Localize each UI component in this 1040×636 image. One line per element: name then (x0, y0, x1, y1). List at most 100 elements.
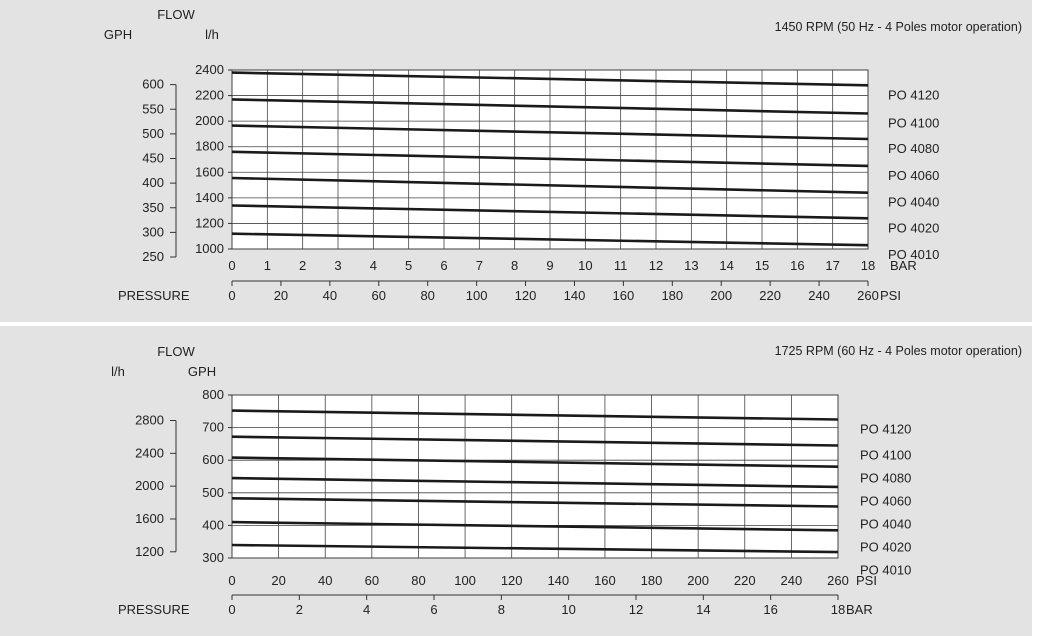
series-line-po-4010 (231, 543, 839, 554)
series-label: PO 4120 (860, 421, 911, 436)
x-secondary-tick-label: 12 (629, 602, 643, 617)
series-line-po-4080 (231, 456, 839, 468)
plot-axis-tick-label: 800 (202, 387, 224, 402)
left-axis-tick-label: 350 (142, 200, 164, 215)
flow-label: FLOW (157, 7, 195, 22)
series-label: PO 4120 (888, 87, 939, 102)
x-primary-tick-label: 1 (264, 258, 271, 273)
x-primary-tick-label: 180 (641, 573, 663, 588)
x-primary-tick-label: 0 (228, 258, 235, 273)
series-label: PO 4010 (888, 247, 939, 262)
x-secondary-tick-label: 220 (759, 288, 781, 303)
x-primary-tick-label: 8 (511, 258, 518, 273)
series-label: PO 4020 (860, 540, 911, 555)
plot-axis-tick-label: 400 (202, 517, 224, 532)
x-secondary-unit: BAR (846, 602, 873, 617)
plot-axis-tick-label: 600 (202, 452, 224, 467)
plot-axis-tick-label: 2400 (195, 62, 224, 77)
x-primary-tick-label: 9 (546, 258, 553, 273)
x-primary-tick-label: 10 (578, 258, 592, 273)
series-line-po-4100 (231, 435, 839, 447)
series-label: PO 4080 (860, 471, 911, 486)
x-primary-tick-label: 120 (501, 573, 523, 588)
x-primary-tick-label: 0 (228, 573, 235, 588)
x-secondary-tick-label: 40 (323, 288, 337, 303)
x-primary-tick-label: 100 (454, 573, 476, 588)
x-secondary-tick-label: 160 (613, 288, 635, 303)
x-primary-tick-label: 12 (649, 258, 663, 273)
plot-axis-tick-label: 1400 (195, 190, 224, 205)
x-secondary-tick-label: 20 (274, 288, 288, 303)
series-line-po-4100 (231, 98, 869, 115)
chart-1725-rpm: 30040050060070080012001600200024002800FL… (111, 344, 1022, 617)
pressure-label: PRESSURE (118, 288, 190, 303)
plot-axis-tick-label: 1600 (195, 164, 224, 179)
left-axis-tick-label: 1600 (135, 511, 164, 526)
plot-axis-tick-label: 700 (202, 420, 224, 435)
series-label: PO 4100 (888, 115, 939, 130)
x-primary-tick-label: 11 (614, 258, 628, 273)
x-secondary-tick-label: 200 (710, 288, 732, 303)
x-primary-tick-label: 7 (476, 258, 483, 273)
x-primary-tick-label: 4 (370, 258, 377, 273)
x-primary-tick-label: 13 (684, 258, 698, 273)
series-label: PO 4020 (888, 220, 939, 235)
left-axis-tick-label: 550 (142, 101, 164, 116)
x-primary-tick-label: 17 (825, 258, 839, 273)
chart-panel-1725-rpm: 300 400 500 600 700 800 1200 1600 2000 2400 2800 FL… (0, 326, 1032, 636)
x-secondary-tick-label: 4 (363, 602, 370, 617)
x-primary-tick-label: 260 (827, 573, 849, 588)
plot-axis-tick-label: 2000 (195, 113, 224, 128)
left-axis-tick-label: 2400 (135, 445, 164, 460)
x-primary-tick-label: 40 (318, 573, 332, 588)
x-secondary-tick-label: 10 (561, 602, 575, 617)
x-secondary-tick-label: 140 (564, 288, 586, 303)
x-primary-tick-label: 3 (334, 258, 341, 273)
left-axis-tick-label: 2000 (135, 478, 164, 493)
x-secondary-tick-label: 6 (430, 602, 437, 617)
x-secondary-tick-label: 8 (498, 602, 505, 617)
plot-axis-unit: l/h (205, 27, 219, 42)
series-label: PO 4060 (888, 168, 939, 183)
x-secondary-tick-label: 80 (420, 288, 434, 303)
x-primary-tick-label: 16 (790, 258, 804, 273)
x-primary-tick-label: 220 (734, 573, 756, 588)
series-line-po-4010 (231, 232, 869, 247)
series-line-po-4060 (231, 150, 869, 168)
x-secondary-tick-label: 14 (696, 602, 710, 617)
series-line-po-4120 (231, 71, 869, 87)
series-line-po-4040 (231, 497, 839, 508)
plot-axis-tick-label: 500 (202, 485, 224, 500)
series-line-po-4020 (231, 520, 839, 532)
chart-panel-1450-rpm: 1000 1200 1400 1600 1800 2000 2200 2400 250 300 35… (0, 0, 1032, 322)
left-axis-tick-label: 1200 (135, 544, 164, 559)
x-primary-tick-label: 140 (547, 573, 569, 588)
series-line-po-4040 (231, 176, 869, 194)
series-line-po-4060 (231, 476, 839, 489)
left-axis-tick-label: 2800 (135, 413, 164, 428)
plot-area (231, 394, 839, 559)
x-secondary-tick-label: 0 (228, 288, 235, 303)
left-axis-tick-label: 500 (142, 126, 164, 141)
left-axis-unit: l/h (111, 364, 125, 379)
series-label: PO 4040 (860, 517, 911, 532)
plot-axis-tick-label: 1800 (195, 139, 224, 154)
series-label: PO 4040 (888, 195, 939, 210)
x-secondary-tick-label: 60 (372, 288, 386, 303)
x-primary-tick-label: 15 (755, 258, 769, 273)
x-secondary-tick-label: 0 (228, 602, 235, 617)
x-secondary-tick-label: 260 (857, 288, 879, 303)
x-secondary-tick-label: 18 (831, 602, 845, 617)
series-label: PO 4080 (888, 141, 939, 156)
x-secondary-unit: PSI (880, 288, 901, 303)
x-secondary-tick-label: 100 (466, 288, 488, 303)
series-line-po-4080 (231, 124, 869, 141)
x-primary-tick-label: 60 (365, 573, 379, 588)
chart-title: 1450 RPM (50 Hz - 4 Poles motor operatio… (775, 20, 1022, 34)
x-primary-tick-label: 80 (411, 573, 425, 588)
left-axis-tick-label: 300 (142, 224, 164, 239)
pressure-label: PRESSURE (118, 602, 190, 617)
left-axis-tick-label: 450 (142, 151, 164, 166)
x-primary-tick-label: 18 (861, 258, 875, 273)
